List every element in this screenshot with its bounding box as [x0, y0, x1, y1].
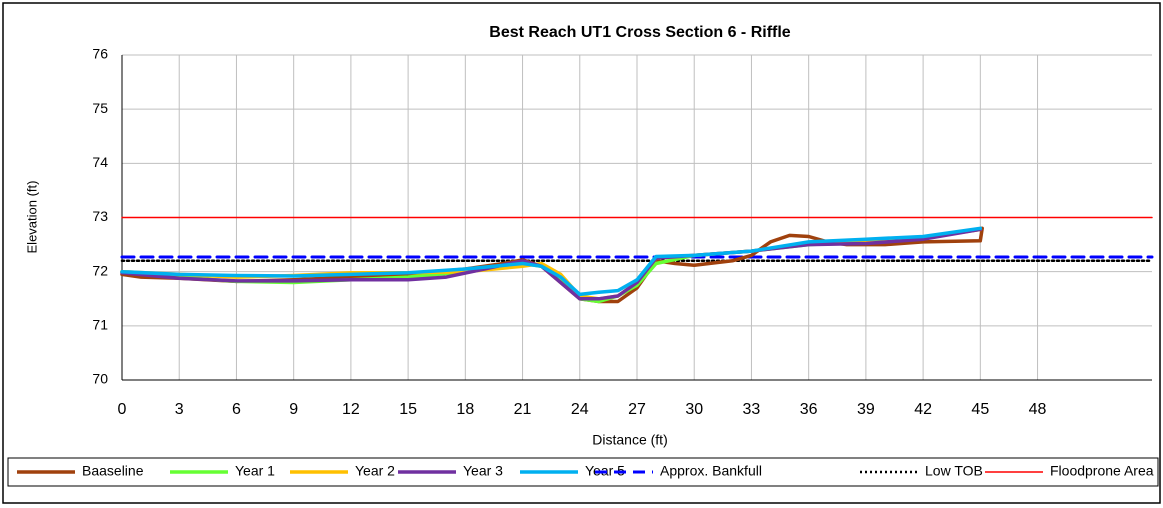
- x-tick-label: 39: [857, 401, 875, 418]
- legend-label: Floodprone Area: [1050, 463, 1154, 479]
- x-tick-label: 42: [914, 401, 932, 418]
- x-tick-label: 15: [399, 401, 417, 418]
- x-axis-label: Distance (ft): [592, 432, 667, 448]
- x-tick-label: 33: [743, 401, 761, 418]
- x-tick-label: 18: [456, 401, 474, 418]
- legend-label: Year 1: [235, 463, 275, 479]
- x-tick-label: 0: [118, 401, 127, 418]
- legend-box: [7, 457, 1159, 487]
- y-tick-label: 73: [92, 208, 108, 224]
- series-line: [120, 226, 983, 297]
- x-tick-label: 36: [800, 401, 818, 418]
- x-tick-label: 48: [1029, 401, 1047, 418]
- y-tick-label: 70: [92, 371, 108, 387]
- x-tick-label: 21: [514, 401, 532, 418]
- x-tick-label: 9: [289, 401, 298, 418]
- x-tick-label: 30: [685, 401, 703, 418]
- x-tick-label: 12: [342, 401, 360, 418]
- y-axis-label: Elevation (ft): [24, 181, 39, 254]
- legend-label: Year 2: [355, 463, 395, 479]
- legend-label: Low TOB: [925, 463, 983, 479]
- y-tick-label: 71: [92, 317, 108, 333]
- x-tick-label: 6: [232, 401, 241, 418]
- chart-title: Best Reach UT1 Cross Section 6 - Riffle: [489, 24, 791, 41]
- legend-label: Baaseline: [82, 463, 144, 479]
- legend-label: Approx. Bankfull: [660, 463, 762, 479]
- y-tick-label: 72: [92, 262, 108, 278]
- x-tick-label: 3: [175, 401, 184, 418]
- x-tick-label: 24: [571, 401, 589, 418]
- y-tick-label: 74: [92, 154, 108, 170]
- x-tick-label: 45: [971, 401, 989, 418]
- y-tick-label: 76: [92, 46, 108, 62]
- legend-label: Year 3: [463, 463, 503, 479]
- x-tick-label: 27: [628, 401, 646, 418]
- y-tick-label: 75: [92, 100, 108, 116]
